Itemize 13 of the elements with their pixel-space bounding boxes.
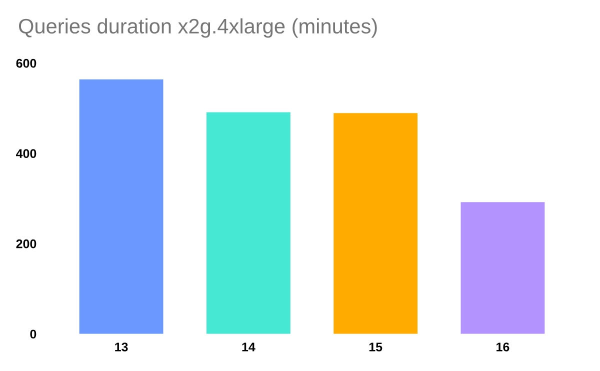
y-tick-label: 0 [30,330,36,339]
x-tick-label: 15 [369,342,382,352]
y-tick-label: 400 [16,149,36,158]
x-tick-label: 16 [496,342,510,352]
x-tick-label: 13 [115,342,128,352]
y-tick-label: 200 [16,239,36,248]
bar [206,112,290,334]
x-tick-label: 14 [242,342,256,352]
bar [79,79,164,334]
bar [460,202,545,334]
chart-title: Queries duration x2g.4xlarge (minutes) [18,18,377,38]
y-tick-label: 600 [16,58,36,68]
bar [334,113,418,334]
